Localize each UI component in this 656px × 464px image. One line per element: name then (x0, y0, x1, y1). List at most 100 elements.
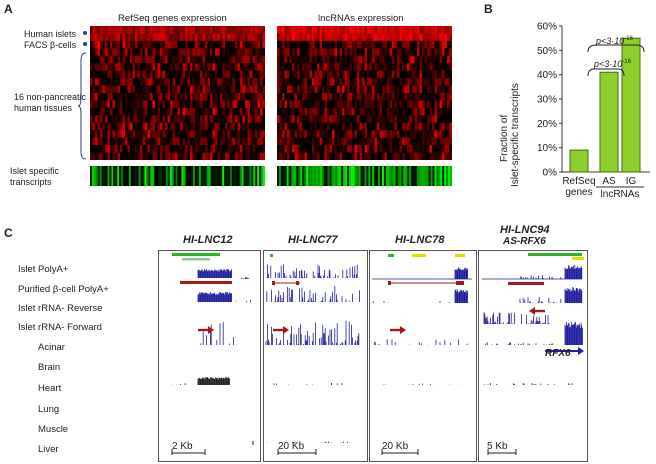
heatmap-cell (257, 152, 261, 160)
heatmap-cell (432, 115, 435, 124)
heatmap-cell (297, 107, 300, 116)
strip-cell (354, 166, 358, 186)
heatmap-cell (339, 63, 343, 71)
heatmap-cell (312, 137, 315, 146)
heatmap-cell (412, 93, 415, 101)
heatmap-cell (307, 145, 310, 153)
heatmap-cell (170, 145, 173, 153)
heatmap-cell (444, 26, 448, 34)
heatmap-cell (449, 130, 452, 138)
heatmap-cell (444, 107, 448, 116)
heatmap-cell (359, 70, 363, 79)
heatmap-cell (342, 48, 345, 57)
heatmap-cell (382, 55, 385, 64)
heatmap-cell (162, 145, 166, 153)
heatmap-cell (349, 48, 353, 57)
heatmap-cell (125, 145, 128, 153)
heatmap-cell (192, 55, 196, 64)
heatmap-cell (110, 152, 113, 160)
heatmap-cell (230, 85, 233, 94)
heatmap-cell (187, 55, 191, 64)
heatmap-cell (210, 130, 213, 138)
heatmap-cell (442, 55, 445, 64)
heatmap-cell (407, 100, 410, 109)
heatmap-cell (442, 85, 445, 94)
heatmap-cell (424, 85, 428, 94)
heatmap-cell (389, 152, 393, 160)
heatmap-cell (182, 130, 186, 138)
heatmap-cell (432, 152, 435, 160)
heatmap-cell (97, 93, 101, 101)
heatmap-cell (319, 85, 323, 94)
heatmap-cell (347, 26, 350, 34)
heatmap-cell (404, 100, 408, 109)
heatmap-cell (165, 40, 168, 49)
heatmap-cell (95, 70, 98, 79)
heatmap-cell (419, 100, 423, 109)
heatmap-cell (284, 130, 288, 138)
heatmap-cell (424, 55, 428, 64)
heatmap-cell (332, 93, 335, 101)
heatmap-cell (327, 55, 330, 64)
locus-box-hi-lnc12 (158, 250, 261, 462)
heatmap-cell (382, 78, 385, 86)
heatmap-cell (449, 70, 452, 79)
heatmap-cell (352, 122, 355, 131)
heatmap-cell (192, 70, 196, 79)
strip-cell (368, 166, 371, 186)
strip-cell (196, 166, 200, 186)
heatmap-cell (382, 137, 385, 146)
heatmap-cell (414, 137, 418, 146)
heatmap-cell (387, 137, 390, 146)
heatmap-cell (337, 107, 340, 116)
heatmap-cell (374, 122, 378, 131)
heatmap-cell (182, 137, 186, 146)
heatmap-cell (180, 152, 183, 160)
heatmap-cell (392, 26, 395, 34)
heatmap-cell (397, 48, 400, 57)
heatmap-cell (287, 152, 290, 160)
heatmap-cell (449, 100, 452, 109)
heatmap-cell (369, 93, 373, 101)
heatmap-cell (349, 63, 353, 71)
row-label-human-islets: Human islets (24, 29, 77, 39)
heatmap-cell (429, 152, 433, 160)
heatmap-cell (207, 107, 211, 116)
heatmap-cell (205, 152, 208, 160)
heatmap-cell (247, 145, 251, 153)
heatmap-cell (257, 40, 261, 49)
heatmap-cell (242, 137, 246, 146)
heatmap-cell (427, 93, 430, 101)
scale-bar-label-hi-lnc77: 20 Kb (278, 441, 305, 452)
heatmap-cell (382, 145, 385, 153)
heatmap-cell (284, 152, 288, 160)
heatmap-cell (260, 70, 263, 79)
strip-cell (278, 166, 282, 186)
heatmap-cell (362, 26, 365, 34)
heatmap-cell (362, 100, 365, 109)
heatmap-cell (442, 145, 445, 153)
heatmap-cell (112, 63, 116, 71)
heatmap-cell (407, 115, 410, 124)
heatmap-cell (115, 70, 118, 79)
heatmap-cell (424, 93, 428, 101)
heatmap-cell (334, 63, 338, 71)
y-tick-label: 60% (537, 22, 557, 33)
heatmap-cell (442, 48, 445, 57)
heatmap-cell (372, 145, 375, 153)
heatmap-cell (284, 55, 288, 64)
heatmap-cell (97, 70, 101, 79)
heatmap-cell (312, 48, 315, 57)
heatmap-cell (190, 107, 193, 116)
heatmap-cell (349, 40, 353, 49)
heatmap-cell (237, 152, 241, 160)
heatmap-cell (364, 137, 368, 146)
heatmap-cell (384, 93, 388, 101)
heatmap-cell (309, 122, 313, 131)
heatmap-cell (387, 145, 390, 153)
heatmap-cell (260, 130, 263, 138)
heatmap-cell (282, 122, 285, 131)
heatmap-cell (294, 33, 298, 42)
heatmap-cell (347, 55, 350, 64)
heatmap-cell (185, 33, 188, 42)
